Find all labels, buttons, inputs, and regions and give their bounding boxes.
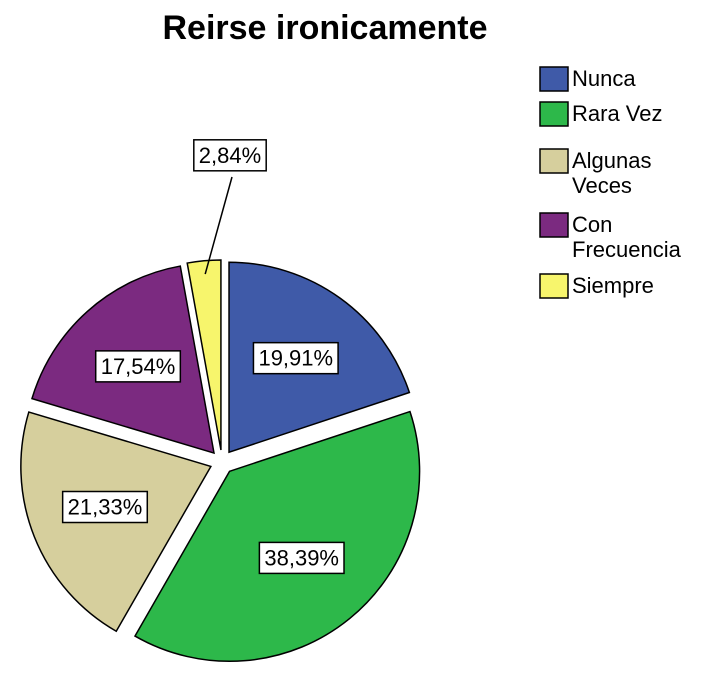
pie-slice [186, 259, 222, 451]
data-label: 19,91% [258, 346, 333, 371]
legend-swatch [539, 212, 569, 238]
label-box [61, 490, 149, 524]
data-label: 21,33% [68, 495, 143, 520]
legend-label: Con Frecuencia [572, 212, 681, 262]
label-box [193, 139, 267, 172]
label-box [94, 350, 182, 383]
legend-swatch [539, 273, 569, 299]
legend-label: Siempre [572, 273, 654, 298]
legend-swatch [539, 148, 569, 174]
legend-swatch [539, 66, 569, 92]
pie-slice [133, 410, 421, 663]
leader-line [204, 176, 233, 275]
chart-title: Reirse ironicamente [162, 9, 487, 47]
data-label: 17,54% [101, 354, 176, 379]
legend-label: Rara Vez [572, 101, 663, 126]
legend-label: Nunca [572, 66, 636, 91]
legend-label: Algunas Veces [572, 148, 652, 198]
data-label: 2,84% [199, 143, 261, 168]
label-box [258, 541, 345, 575]
data-label: 38,39% [264, 545, 339, 570]
legend-swatch [539, 101, 569, 127]
label-box [252, 341, 339, 375]
